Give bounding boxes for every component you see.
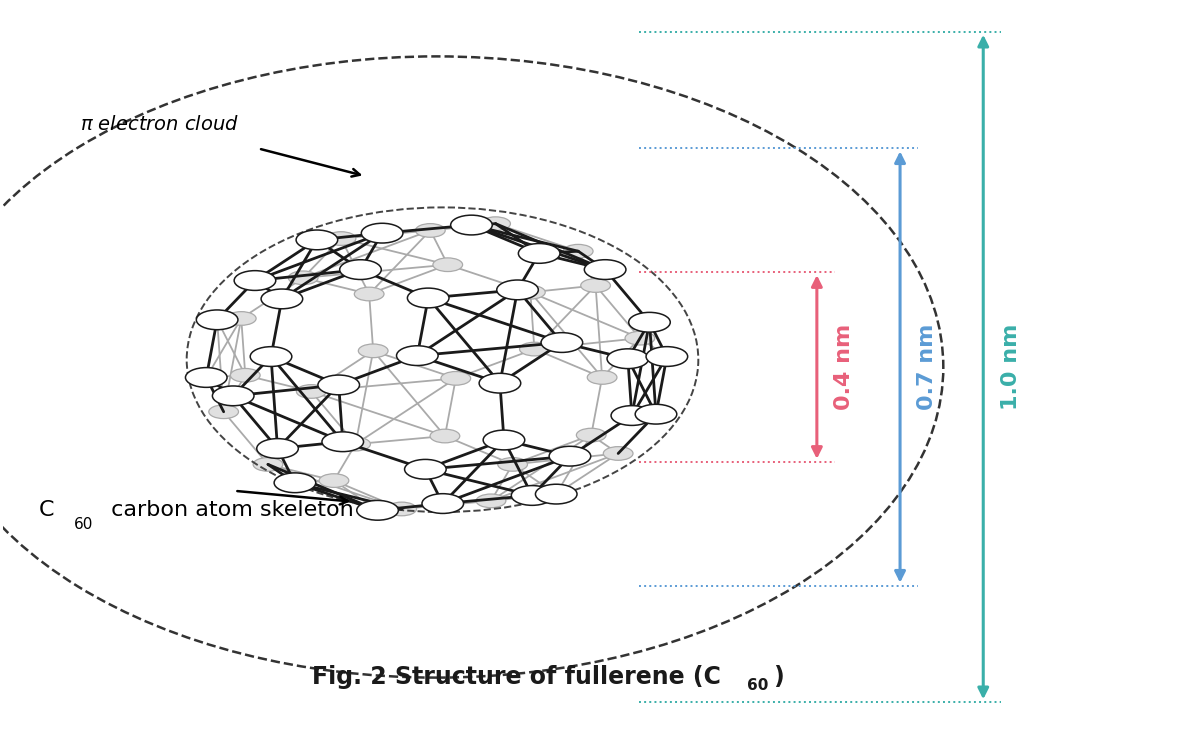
Ellipse shape [603,446,633,460]
Ellipse shape [396,346,438,366]
Ellipse shape [476,494,506,508]
Ellipse shape [516,286,546,299]
Ellipse shape [319,473,349,487]
Text: 1.0 nm: 1.0 nm [1001,324,1021,410]
Ellipse shape [405,459,447,479]
Ellipse shape [261,289,303,309]
Ellipse shape [209,405,239,418]
Ellipse shape [635,404,677,424]
Ellipse shape [416,224,445,237]
Ellipse shape [196,310,238,330]
Ellipse shape [484,430,524,450]
Ellipse shape [441,371,470,385]
Ellipse shape [357,501,399,520]
Ellipse shape [519,342,549,356]
Ellipse shape [577,428,607,442]
Ellipse shape [541,333,583,352]
Ellipse shape [433,258,462,272]
Ellipse shape [253,457,283,471]
Ellipse shape [421,494,463,514]
Ellipse shape [580,279,610,292]
Ellipse shape [607,349,648,368]
Ellipse shape [518,244,560,264]
Ellipse shape [296,230,338,250]
Text: 60: 60 [746,677,768,693]
Ellipse shape [340,437,370,451]
Ellipse shape [407,288,449,308]
Ellipse shape [430,429,460,443]
Ellipse shape [339,260,381,280]
Ellipse shape [646,346,688,366]
Ellipse shape [234,271,276,291]
Ellipse shape [450,215,492,235]
Ellipse shape [629,313,670,332]
Ellipse shape [511,486,553,505]
Text: 0.4 nm: 0.4 nm [835,324,854,410]
Ellipse shape [481,217,510,230]
Ellipse shape [185,368,227,388]
Ellipse shape [387,502,417,516]
Text: C: C [38,501,54,520]
Ellipse shape [326,232,356,245]
Ellipse shape [257,439,298,458]
Ellipse shape [296,385,326,399]
Ellipse shape [288,271,318,285]
Ellipse shape [318,375,359,395]
Text: 0.7 nm: 0.7 nm [917,324,937,410]
Ellipse shape [497,280,538,299]
Ellipse shape [611,406,653,426]
Ellipse shape [584,260,626,280]
Text: Fig. 2 Structure of fullerene (C: Fig. 2 Structure of fullerene (C [312,664,721,688]
Ellipse shape [479,374,521,393]
Ellipse shape [358,344,388,357]
Ellipse shape [564,244,593,258]
Ellipse shape [362,223,402,243]
Ellipse shape [275,473,315,493]
Ellipse shape [230,368,260,382]
Ellipse shape [227,312,256,325]
Ellipse shape [498,457,528,471]
Ellipse shape [355,287,384,301]
Ellipse shape [251,346,291,366]
Text: carbon atom skeleton: carbon atom skeleton [104,501,353,520]
Text: 60: 60 [74,517,93,532]
Text: ): ) [773,664,783,688]
Ellipse shape [587,371,617,385]
Ellipse shape [535,484,577,504]
Ellipse shape [549,446,591,466]
Ellipse shape [322,432,363,451]
Ellipse shape [626,331,654,345]
Ellipse shape [213,386,254,406]
Text: $\pi$ electron cloud: $\pi$ electron cloud [80,115,239,134]
